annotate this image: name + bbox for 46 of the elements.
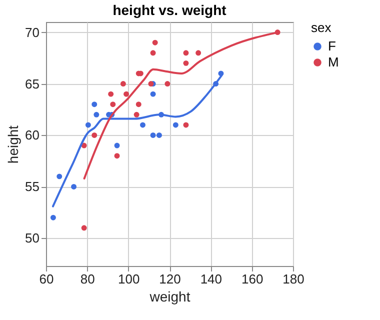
legend-label: F [328,38,336,54]
point [85,122,91,128]
point [108,91,114,97]
point [150,132,156,138]
point [120,81,126,87]
point [196,50,202,56]
x-tick-label: 80 [80,272,95,286]
point [71,184,77,190]
point [150,50,156,56]
point [183,50,189,56]
chart-title: height vs. weight [112,2,227,18]
point [124,91,130,97]
point [152,40,158,46]
point [94,112,100,118]
point [134,112,140,118]
point [50,214,56,220]
point [114,153,120,159]
y-tick-label: 60 [25,128,40,143]
x-tick-label: 160 [241,272,264,286]
point [56,174,62,180]
y-tick-label: 65 [25,76,40,92]
x-tick-label: 120 [159,272,181,286]
x-tick-label: 140 [200,272,222,286]
point [110,102,116,108]
y-tick-label: 50 [25,230,40,246]
x-tick-label: 180 [282,272,304,286]
point [92,102,98,108]
point [81,225,87,231]
y-tick-label: 55 [25,179,40,194]
point [172,122,178,128]
x-tick-label: 100 [118,272,140,286]
x-tick-label: 60 [39,272,54,286]
y-axis-title: height [5,125,22,164]
point [140,122,146,128]
point [164,81,170,87]
legend-title: sex [311,20,332,35]
point [156,132,162,138]
point [183,60,189,66]
point [114,142,120,148]
point [136,102,142,108]
point [92,132,98,138]
point [150,91,156,97]
point [183,122,189,128]
y-tick-label: 70 [25,24,40,40]
x-axis-title: weight [148,288,190,304]
legend-label: M [328,54,339,70]
